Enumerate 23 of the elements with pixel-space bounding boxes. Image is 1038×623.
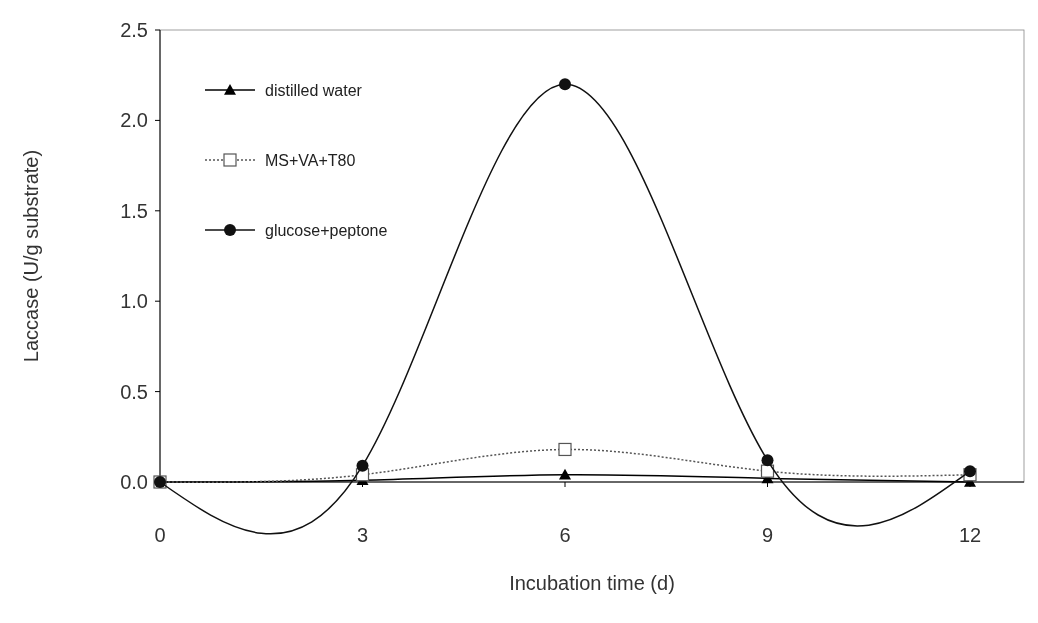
y-tick-label: 1.5 (120, 199, 148, 222)
legend-label: MS+VA+T80 (265, 151, 356, 169)
point (760, 464, 775, 478)
x-tick-label: 0 (154, 524, 166, 546)
x-tick-label: 9 (761, 524, 774, 546)
point (558, 442, 572, 457)
point (559, 78, 571, 91)
x-axis-title: Incubation time (d) (509, 572, 675, 594)
y-tick-label: 0.0 (120, 471, 148, 493)
point (964, 465, 976, 478)
x-tick-label: 12 (958, 524, 982, 546)
legend-label: glucose+peptone (265, 221, 388, 239)
y-tick-label: 2.5 (120, 19, 148, 41)
y-axis-title: Laccase (U/g substrate) (20, 149, 42, 363)
x-tick-label: 3 (356, 524, 369, 546)
point (356, 459, 369, 472)
point (761, 454, 774, 467)
x-tick-label: 6 (559, 524, 571, 546)
y-tick-label: 0.5 (120, 380, 148, 403)
y-tick-label: 2.0 (120, 109, 148, 132)
y-tick-label: 1.0 (120, 290, 148, 313)
legend-label: distilled water (265, 81, 363, 99)
point (559, 468, 571, 480)
